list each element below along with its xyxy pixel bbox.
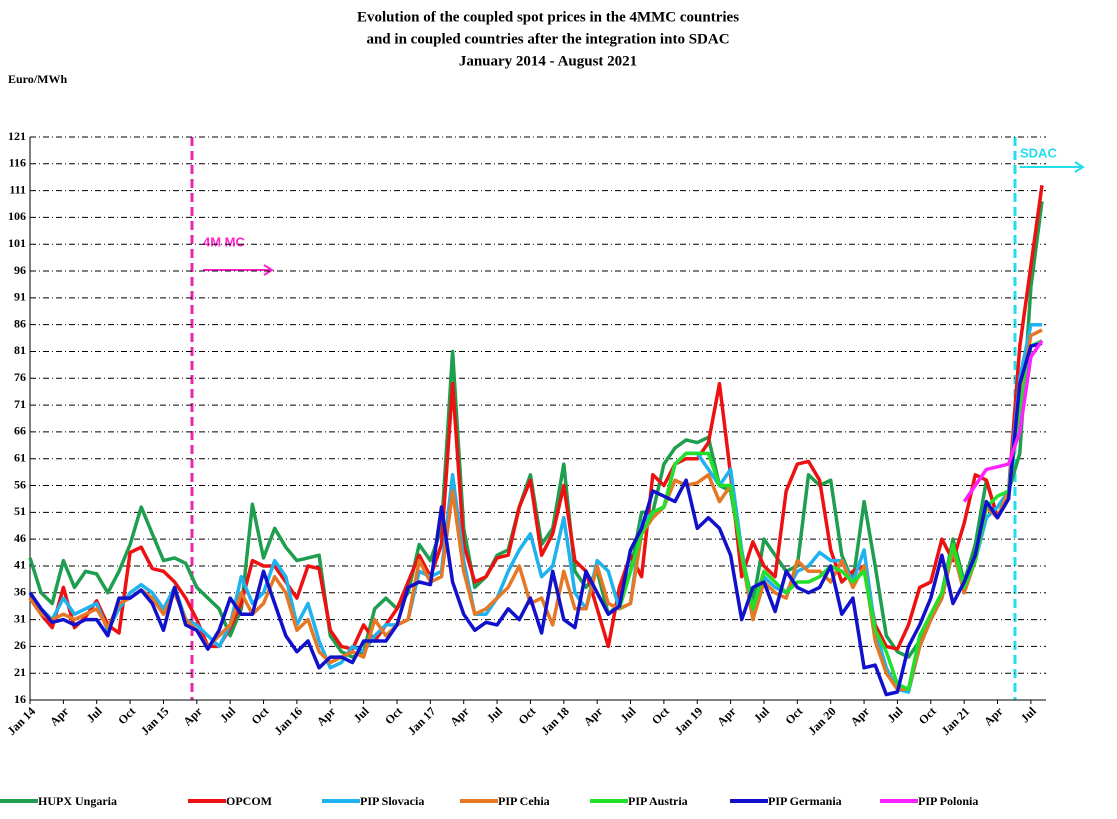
x-tick-label: Jul [350, 704, 372, 726]
y-tick-label: 66 [14, 424, 26, 438]
x-tick-label: Apr [180, 704, 205, 729]
legend-label: PIP Slovacia [360, 794, 424, 808]
x-tick-label: Oct [115, 704, 138, 727]
legend-label: HUPX Ungaria [38, 794, 117, 808]
y-tick-label: 71 [14, 397, 26, 411]
y-tick-label: 26 [14, 638, 26, 652]
annotation: SDAC [1020, 145, 1057, 160]
y-tick-label: 86 [14, 316, 26, 330]
arrow [203, 264, 274, 276]
annotation: 4M MC [203, 234, 246, 249]
y-tick-label: 21 [14, 665, 26, 679]
legend-label: PIP Cehia [498, 794, 550, 808]
arrow [1020, 161, 1085, 173]
x-tick-label: Oct [515, 704, 538, 727]
x-tick-label: Oct [649, 704, 672, 727]
x-tick-label: Oct [249, 704, 272, 727]
series-line [28, 341, 1043, 697]
x-tick-label: Apr [447, 704, 472, 729]
legend-label: PIP Austria [628, 794, 688, 808]
x-tick-label: Apr [714, 704, 739, 729]
x-tick-label: Apr [581, 704, 606, 729]
y-tick-label: 41 [14, 558, 26, 572]
x-tick-label: Oct [782, 704, 805, 727]
y-tick-label: 91 [14, 290, 26, 304]
x-tick-label: Jan 21 [938, 704, 972, 738]
y-tick-label: 61 [14, 450, 26, 464]
y-tick-label: 106 [8, 209, 26, 223]
legend-label: PIP Polonia [918, 794, 978, 808]
legend-label: OPCOM [226, 794, 272, 808]
x-tick-label: Oct [382, 704, 405, 727]
y-tick-label: 46 [14, 531, 26, 545]
x-tick-label: Jul [84, 704, 106, 726]
y-tick-label: 121 [8, 129, 26, 143]
x-tick-label: Apr [314, 704, 339, 729]
y-tick-label: 31 [14, 611, 26, 625]
chart-title: and in coupled countries after the integ… [366, 31, 729, 47]
x-tick-label: Jul [884, 704, 906, 726]
y-tick-label: 51 [14, 504, 26, 518]
x-tick-label: Jul [484, 704, 506, 726]
x-tick-label: Jul [751, 704, 773, 726]
x-tick-label: Jul [617, 704, 639, 726]
y-tick-label: 16 [14, 692, 26, 706]
chart-title: January 2014 - August 2021 [459, 53, 637, 69]
x-tick-label: Jul [1018, 704, 1040, 726]
chart-title: Evolution of the coupled spot prices in … [357, 9, 739, 25]
x-tick-label: Jan 17 [405, 704, 439, 738]
y-tick-label: 81 [14, 343, 26, 357]
series-line [28, 185, 1044, 651]
y-tick-label: 76 [14, 370, 26, 384]
legend-label: PIP Germania [768, 794, 842, 808]
y-axis-label: Euro/MWh [8, 72, 67, 86]
x-tick-label: Apr [47, 704, 72, 729]
y-tick-label: 36 [14, 585, 26, 599]
x-tick-label: Jan 20 [805, 704, 839, 738]
x-tick-label: Jan 14 [4, 704, 38, 738]
series-line [962, 339, 1044, 503]
x-tick-label: Jan 18 [538, 704, 572, 738]
x-tick-label: Jan 15 [138, 704, 172, 738]
series-line [28, 201, 1044, 659]
y-tick-label: 116 [9, 156, 26, 170]
x-tick-label: Apr [848, 704, 873, 729]
y-tick-label: 56 [14, 477, 26, 491]
x-tick-label: Apr [981, 704, 1006, 729]
x-tick-label: Jan 16 [271, 704, 305, 738]
y-tick-label: 101 [8, 236, 26, 250]
x-tick-label: Jan 19 [672, 704, 706, 738]
y-tick-label: 111 [9, 182, 26, 196]
y-tick-label: 96 [14, 263, 26, 277]
x-tick-label: Oct [916, 704, 939, 727]
x-tick-label: Jul [217, 704, 239, 726]
